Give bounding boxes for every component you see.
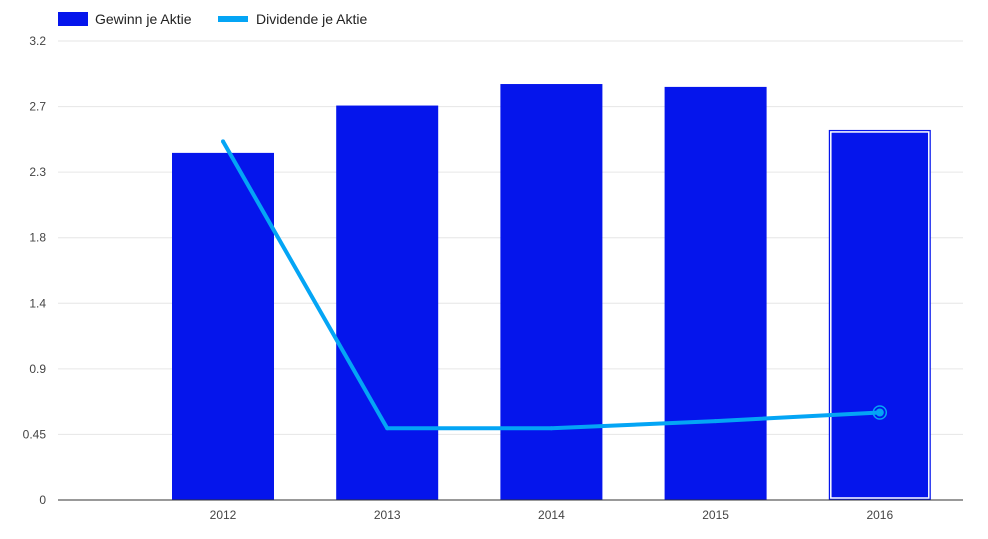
y-tick-label: 1.8 <box>29 231 46 245</box>
x-tick-label: 2016 <box>866 508 893 522</box>
line-point-2015[interactable] <box>713 419 718 424</box>
legend-label-dividende: Dividende je Aktie <box>256 11 368 27</box>
x-tick-label: 2014 <box>538 508 565 522</box>
x-tick-label: 2013 <box>374 508 401 522</box>
line-point-2012[interactable] <box>221 139 225 144</box>
y-tick-label: 2.3 <box>29 165 46 179</box>
bars <box>172 84 931 501</box>
y-tick-label: 0 <box>39 493 46 507</box>
line-point-2016[interactable] <box>875 408 884 417</box>
legend-swatch-bar <box>58 12 88 26</box>
y-tick-label: 0.45 <box>23 427 47 441</box>
legend: Gewinn je Aktie Dividende je Aktie <box>58 11 368 27</box>
bar-highlight-outline <box>830 131 930 499</box>
bar-2013[interactable] <box>336 105 439 500</box>
line-point-halo <box>872 405 888 420</box>
bar-2014[interactable] <box>500 84 603 500</box>
bar-2016[interactable] <box>828 129 931 500</box>
x-axis: 2012 2013 2014 2015 2016 <box>210 508 894 522</box>
bar-2012[interactable] <box>172 152 274 500</box>
legend-item-dividende[interactable]: Dividende je Aktie <box>218 11 368 27</box>
line-point-2013[interactable] <box>385 426 390 431</box>
y-axis: 0 0.45 0.9 1.4 1.8 2.3 2.7 3.2 <box>23 34 47 507</box>
line-point-2014[interactable] <box>549 426 554 431</box>
legend-item-gewinn[interactable]: Gewinn je Aktie <box>58 11 192 27</box>
y-tick-label: 2.7 <box>29 100 46 114</box>
bar-2015[interactable] <box>664 86 767 501</box>
y-tick-label: 1.4 <box>29 296 46 310</box>
x-tick-label: 2012 <box>210 508 237 522</box>
y-tick-label: 0.9 <box>29 362 46 376</box>
x-tick-label: 2015 <box>702 508 729 522</box>
legend-label-gewinn: Gewinn je Aktie <box>95 11 192 27</box>
y-tick-label: 3.2 <box>29 34 46 48</box>
legend-swatch-line <box>218 16 248 22</box>
dividend-line <box>221 139 888 431</box>
